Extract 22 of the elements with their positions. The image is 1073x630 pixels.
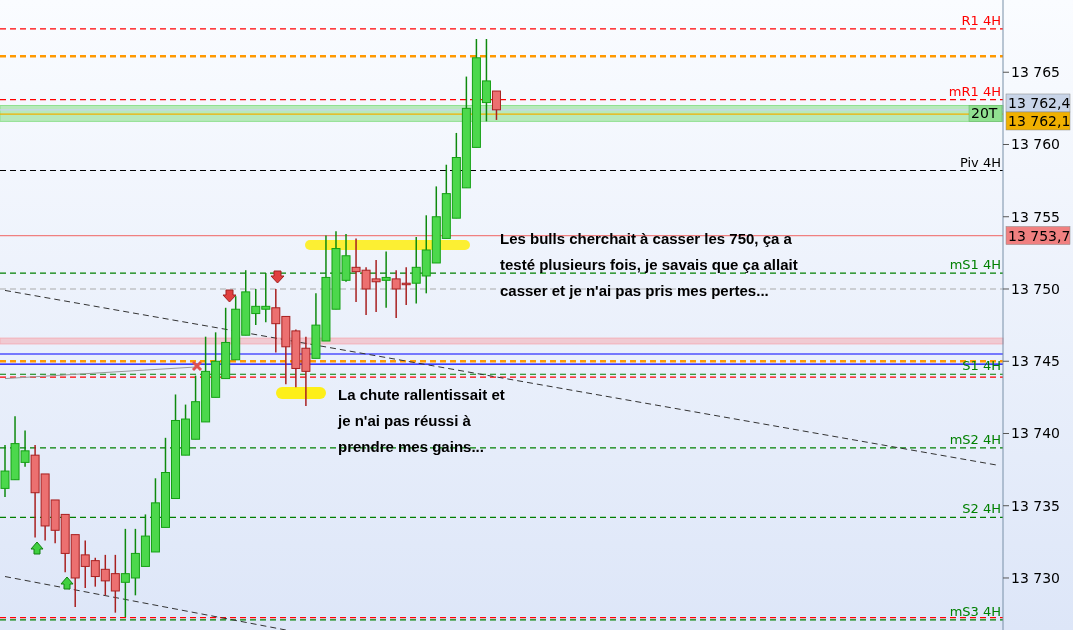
y-tick-label: 13 750 [1011,280,1060,297]
y-tick-label: 13 755 [1011,208,1060,225]
ref-line-label: 13 753,7 [1008,227,1071,244]
y-tick-label: 13 765 [1011,64,1060,81]
candlestick [381,250,391,309]
ref-line-label: mR1 4H [948,83,1001,99]
candlestick [491,90,501,121]
y-tick-label: 13 735 [1011,497,1060,514]
annotation: Les bulls cherchait à casser les 750, ça a testé plusieurs fois, je savais que ça allait casser et je n'ai pas pris mes pertes... [500,229,799,301]
ref-line-label: R1 4H [961,12,1001,28]
ref-line-label: 13 762,1 [1008,112,1071,129]
y-tick-label: 13 745 [1011,353,1060,370]
band-label: 20T [971,105,998,122]
ref-line-label: mS2 4H [949,431,1001,447]
y-tick-label: 13 740 [1011,425,1060,442]
ref-line-label: mS3 4H [949,603,1001,619]
y-tick-label: 13 760 [1011,136,1060,153]
ref-line-label: 13 762,4 [1008,94,1071,111]
ref-line-label: Piv 4H [959,154,1001,170]
y-tick-label: 13 730 [1011,569,1060,586]
ref-line-label: mS1 4H [949,257,1001,273]
ref-line-label: S2 4H [962,501,1001,517]
